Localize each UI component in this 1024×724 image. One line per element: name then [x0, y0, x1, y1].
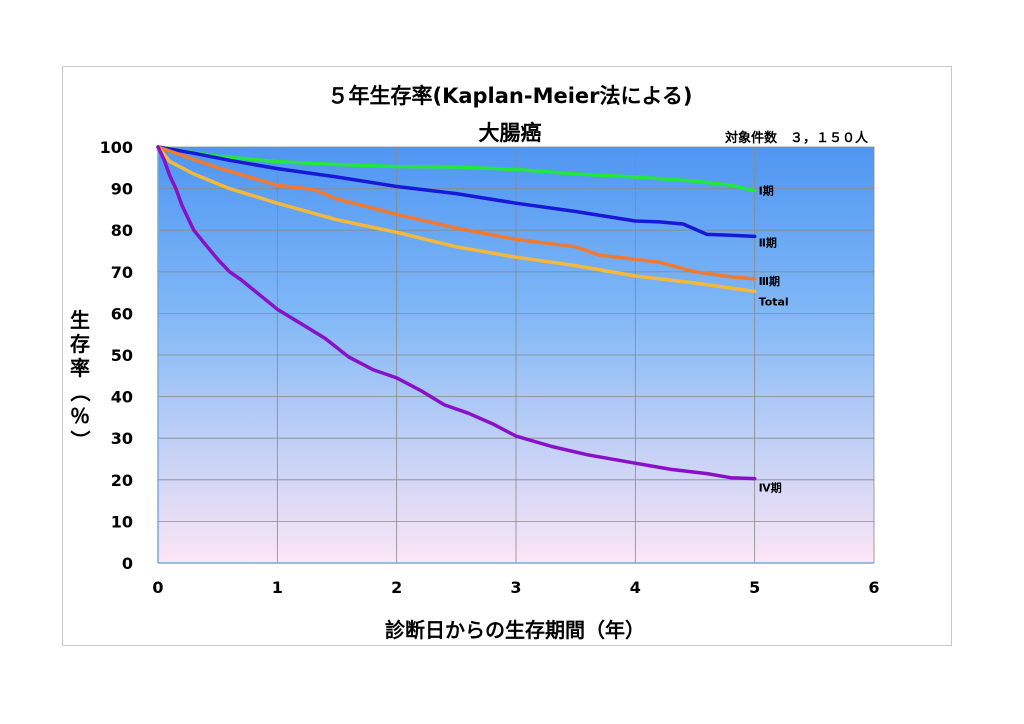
series-line — [156, 145, 757, 239]
series-label: Ⅲ期 — [759, 274, 780, 288]
x-tick-label: 6 — [868, 578, 879, 597]
series-label: Total — [759, 295, 789, 308]
y-tick-label: 30 — [111, 429, 133, 448]
case-count-label: 対象件数 ３，１５０人 — [724, 130, 869, 146]
series-label: Ⅳ期 — [759, 481, 782, 495]
y-axis-label-char: 率 — [70, 356, 90, 380]
y-tick-labels: 0 10 20 30 40 50 60 70 80 90 100 — [100, 138, 133, 573]
x-tick-label: 1 — [272, 578, 283, 597]
x-tick-label: 0 — [152, 578, 163, 597]
y-axis-label: 生存率（％） — [68, 308, 92, 450]
y-axis-label-char: 存 — [70, 332, 90, 356]
y-tick-label: 70 — [111, 263, 133, 282]
x-tick-label: 4 — [630, 578, 641, 597]
y-tick-label: 60 — [111, 304, 133, 323]
series-line — [156, 145, 757, 281]
x-tick-label: 5 — [749, 578, 760, 597]
y-tick-label: 10 — [111, 512, 133, 531]
x-axis-label: 診断日からの生存期間（年） — [385, 618, 645, 642]
y-tick-label: 20 — [111, 471, 133, 490]
x-tick-labels: 0 1 2 3 4 5 6 — [152, 578, 879, 597]
y-tick-label: 50 — [111, 346, 133, 365]
series-lines — [156, 145, 757, 481]
y-tick-label: 100 — [100, 138, 133, 157]
series-label: Ⅱ期 — [759, 235, 777, 249]
series-labels: Ⅰ期 Ⅱ期 Ⅲ期 Total Ⅳ期 — [759, 184, 789, 495]
series-line — [156, 145, 757, 193]
y-axis-label-char: ） — [68, 430, 92, 450]
y-axis-label-char: ％ — [70, 404, 90, 428]
y-tick-label: 40 — [111, 388, 133, 407]
chart-title: ５年生存率(Kaplan-Meier法による) — [327, 84, 692, 108]
y-tick-label: 90 — [111, 180, 133, 199]
series-line — [156, 145, 757, 294]
chart-frame — [62, 66, 952, 646]
series-line — [156, 145, 757, 481]
y-tick-label: 0 — [122, 554, 133, 573]
series-label: Ⅰ期 — [759, 184, 774, 198]
chart-subtitle: 大腸癌 — [479, 121, 542, 145]
y-axis-label-char: 生 — [70, 308, 90, 332]
x-tick-label: 2 — [391, 578, 402, 597]
y-axis-label-char: （ — [68, 382, 92, 402]
y-tick-label: 80 — [111, 221, 133, 240]
x-tick-label: 3 — [510, 578, 521, 597]
